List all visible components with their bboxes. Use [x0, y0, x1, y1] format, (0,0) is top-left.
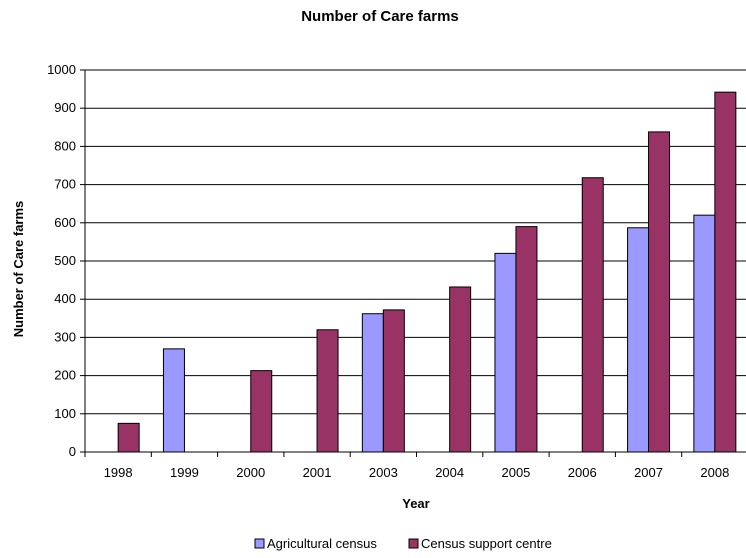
- x-tick-label: 2008: [700, 465, 729, 480]
- y-tick-label: 600: [54, 215, 76, 230]
- y-tick-label: 700: [54, 177, 76, 192]
- bar-census-support-centre-2005: [515, 226, 538, 453]
- legend-swatch: [408, 538, 419, 549]
- bar-census-support-centre-2003: [382, 309, 405, 453]
- y-tick-label: 0: [69, 444, 76, 459]
- legend-swatch: [254, 538, 265, 549]
- x-tick-label: 2006: [568, 465, 597, 480]
- y-tick-label: 900: [54, 100, 76, 115]
- legend: Agricultural census Census support centre: [254, 536, 552, 551]
- bar-census-support-centre-2006: [581, 177, 604, 453]
- bar-census-support-centre-2008: [714, 91, 737, 453]
- legend-label: Census support centre: [421, 536, 552, 551]
- bar-census-support-centre-2004: [449, 286, 472, 453]
- x-tick-label: 2005: [501, 465, 530, 480]
- y-tick-label: 300: [54, 329, 76, 344]
- y-axis-label: Number of Care farms: [11, 201, 26, 338]
- bar-agricultural-census-2007: [627, 227, 650, 453]
- y-tick-label: 500: [54, 253, 76, 268]
- y-tick-label: 100: [54, 406, 76, 421]
- bar-agricultural-census-2003: [361, 313, 384, 453]
- x-tick-label: 2007: [634, 465, 663, 480]
- bar-census-support-centre-2000: [250, 370, 273, 453]
- legend-label: Agricultural census: [267, 536, 377, 551]
- chart-title: Number of Care farms: [301, 8, 459, 25]
- x-axis-label: Year: [402, 496, 429, 511]
- y-tick-label: 1000: [47, 62, 76, 77]
- bar-census-support-centre-2007: [648, 131, 671, 453]
- bar-agricultural-census-2008: [693, 214, 716, 453]
- y-tick-label: 800: [54, 138, 76, 153]
- x-tick-label: 2003: [369, 465, 398, 480]
- x-axis-ticks: 1998 1999 2000 2001 2003 2004 2005 2006 2007 2008: [84, 452, 729, 480]
- y-tick-label: 200: [54, 368, 76, 383]
- x-tick-label: 2001: [303, 465, 332, 480]
- bar-agricultural-census-1999: [162, 348, 185, 453]
- y-axis-ticks: 0 100 200 300 400 500 600 700 800 900 1000: [47, 62, 85, 459]
- bar-census-support-centre-2001: [316, 329, 339, 453]
- x-tick-label: 1998: [104, 465, 133, 480]
- bars: [117, 91, 737, 453]
- x-tick-label: 2004: [435, 465, 464, 480]
- bar-census-support-centre-1998: [117, 422, 140, 453]
- bar-agricultural-census-2005: [494, 252, 517, 453]
- x-tick-label: 1999: [170, 465, 199, 480]
- x-tick-label: 2000: [236, 465, 265, 480]
- y-tick-label: 400: [54, 291, 76, 306]
